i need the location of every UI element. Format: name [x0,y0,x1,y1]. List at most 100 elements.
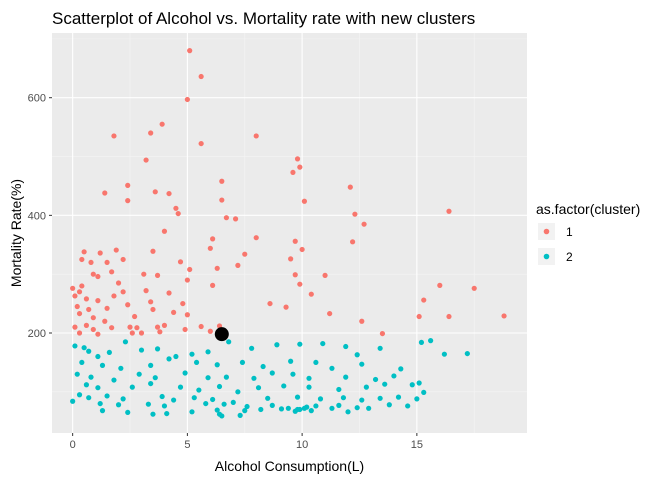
data-point-cluster-2 [416,380,422,386]
data-point-cluster-2 [398,366,404,372]
data-point-cluster-1 [210,282,216,288]
data-point-cluster-1 [148,130,154,136]
data-point-cluster-1 [297,164,303,170]
data-point-cluster-1 [120,256,126,263]
data-point-cluster-2 [235,389,241,395]
data-point-cluster-1 [102,190,108,196]
data-point-cluster-2 [343,374,349,380]
data-point-cluster-2 [278,406,285,412]
data-point-cluster-2 [313,359,319,366]
data-point-cluster-1 [361,221,367,227]
data-point-cluster-2 [74,371,80,377]
data-point-cluster-2 [306,375,312,381]
data-point-cluster-2 [294,394,301,400]
data-point-cluster-2 [166,356,172,362]
data-point-cluster-1 [327,310,333,317]
data-point-cluster-2 [313,403,319,409]
data-point-cluster-2 [329,405,335,411]
data-point-cluster-1 [347,184,353,190]
legend: as.factor(cluster) 1 2 [536,201,640,265]
data-point-cluster-2 [377,345,383,351]
data-point-cluster-2 [125,409,131,416]
data-point-cluster-1 [416,313,422,320]
data-point-cluster-1 [150,306,156,313]
data-point-cluster-2 [464,350,470,357]
y-tick-label: 400 [28,210,46,222]
data-point-cluster-1 [90,315,96,321]
data-point-cluster-1 [132,313,138,320]
data-point-cluster-1 [129,330,135,336]
legend-label-1: 1 [566,225,573,239]
data-point-cluster-2 [148,380,154,387]
data-point-cluster-1 [322,272,328,278]
data-point-cluster-1 [180,300,186,307]
data-point-cluster-2 [285,405,291,411]
data-point-cluster-1 [288,256,294,262]
data-point-cluster-1 [283,304,289,310]
data-point-cluster-1 [81,249,87,255]
data-point-cluster-2 [223,374,229,380]
data-point-cluster-1 [109,269,115,275]
data-point-cluster-2 [405,403,411,409]
data-point-cluster-2 [221,401,227,407]
data-point-cluster-2 [294,406,301,413]
data-point-cluster-1 [253,235,259,241]
data-point-cluster-2 [297,341,303,347]
data-point-cluster-1 [154,272,161,278]
data-point-cluster-1 [141,271,147,277]
legend-key-2-marker [543,253,550,260]
data-point-cluster-2 [120,396,126,402]
data-point-cluster-2 [308,408,314,414]
data-point-cluster-2 [70,398,76,404]
data-point-cluster-2 [145,401,151,407]
data-point-cluster-2 [189,351,195,357]
data-point-cluster-2 [177,384,184,390]
data-point-cluster-2 [95,353,101,360]
highlight-point [214,327,229,342]
data-point-cluster-1 [379,330,386,337]
data-point-cluster-2 [249,345,255,351]
y-axis-ticks: 200 400 600 [28,93,52,340]
x-tick-label: 0 [70,439,76,451]
data-point-cluster-1 [125,302,131,308]
data-point-cluster-1 [104,305,110,311]
data-point-cluster-2 [210,396,216,403]
data-point-cluster-2 [345,409,351,415]
data-point-cluster-1 [111,293,117,299]
data-point-cluster-1 [350,239,356,245]
x-axis-ticks: 0 5 10 15 [70,433,423,451]
data-point-cluster-2 [104,393,110,399]
data-point-cluster-1 [120,289,126,295]
data-point-cluster-2 [260,363,266,370]
data-point-cluster-2 [226,339,232,345]
data-point-cluster-1 [83,322,90,328]
data-point-cluster-2 [441,351,447,357]
data-point-cluster-1 [95,331,101,337]
data-point-cluster-2 [359,397,365,403]
data-point-cluster-2 [418,339,425,346]
data-point-cluster-2 [79,359,85,366]
data-point-cluster-1 [125,198,131,204]
data-point-cluster-1 [86,306,92,313]
data-point-cluster-2 [306,384,312,390]
data-point-cluster-2 [205,349,211,355]
data-point-cluster-1 [297,281,303,287]
data-point-cluster-1 [159,121,165,127]
legend-key-1-marker [543,228,550,235]
data-point-cluster-1 [207,328,213,334]
data-point-cluster-2 [244,403,250,410]
data-point-cluster-2 [340,395,347,401]
x-tick-label: 15 [411,439,423,451]
data-point-cluster-2 [159,393,165,400]
data-point-cluster-1 [173,205,179,211]
data-point-cluster-1 [437,282,443,288]
data-point-cluster-2 [336,402,342,408]
data-point-cluster-1 [184,96,190,103]
highlight-point-layer [214,327,229,342]
data-point-cluster-2 [83,382,90,388]
data-point-cluster-1 [83,296,90,302]
x-tick-label: 10 [296,439,308,451]
data-point-cluster-1 [216,323,223,329]
data-point-cluster-1 [90,326,96,333]
data-point-cluster-2 [219,413,225,419]
